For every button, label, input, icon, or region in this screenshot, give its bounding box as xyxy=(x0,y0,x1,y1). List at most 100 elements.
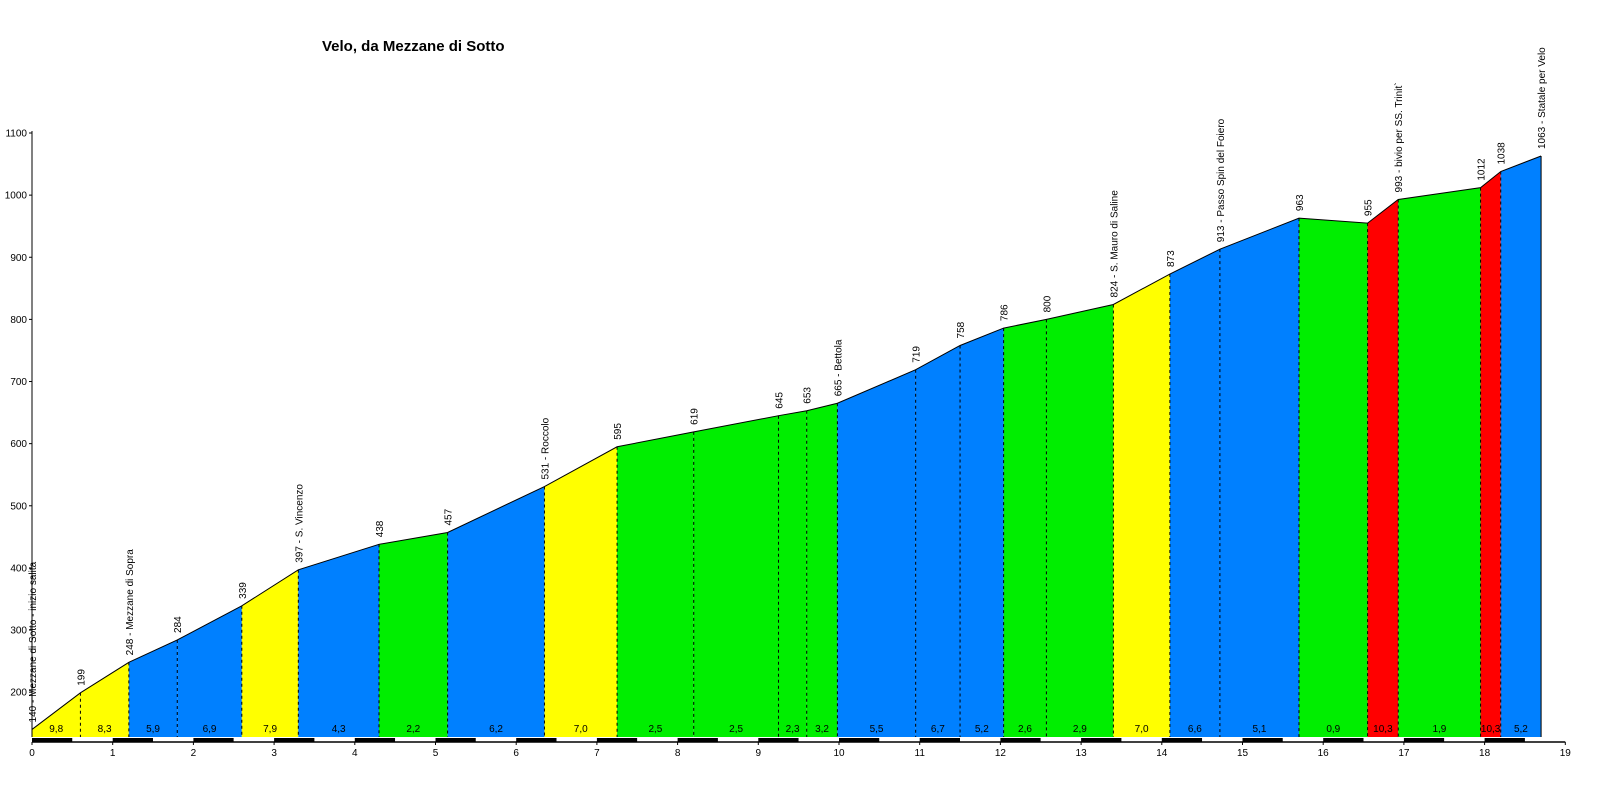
x-tick-label: 17 xyxy=(1398,748,1410,759)
y-tick-label: 700 xyxy=(10,377,27,388)
km-scale-black xyxy=(32,738,73,742)
altitude-label: 619 xyxy=(690,408,701,425)
grade-label: 2,9 xyxy=(1073,724,1087,735)
km-scale-white xyxy=(879,738,920,742)
km-scale-white xyxy=(1121,738,1162,742)
grade-segment xyxy=(1219,218,1299,737)
altitude-label: 595 xyxy=(613,423,624,440)
km-scale-black xyxy=(677,738,718,742)
grade-label: 7,9 xyxy=(263,724,277,735)
y-tick-label: 800 xyxy=(10,315,27,326)
km-scale-white xyxy=(960,738,1001,742)
altitude-label: 140 - Mezzane di Sotto - inizio salita xyxy=(28,561,39,722)
x-tick-label: 12 xyxy=(995,748,1007,759)
altitude-label: 531 - Roccolo xyxy=(540,417,551,479)
grade-label: 2,6 xyxy=(1018,724,1032,735)
x-tick-label: 6 xyxy=(513,748,519,759)
y-tick-label: 200 xyxy=(10,688,27,699)
grade-segment xyxy=(960,328,1004,737)
y-tick-label: 1000 xyxy=(5,191,28,202)
altitude-label: 339 xyxy=(238,582,249,599)
km-scale-black xyxy=(1081,738,1122,742)
grade-label: 5,1 xyxy=(1252,724,1266,735)
altitude-label: 457 xyxy=(444,508,455,525)
grade-label: 2,3 xyxy=(786,724,800,735)
grade-segment xyxy=(1298,218,1368,737)
profile-line xyxy=(31,155,1542,730)
grade-segment xyxy=(915,345,961,737)
altitude-label: 645 xyxy=(774,392,785,409)
altitude-label: 719 xyxy=(912,346,923,363)
grade-label: 0,9 xyxy=(1326,724,1340,735)
altitude-label: 963 xyxy=(1295,194,1306,211)
grade-label: 1,9 xyxy=(1432,724,1446,735)
altitude-label: 758 xyxy=(956,321,967,338)
x-tick-label: 10 xyxy=(833,748,845,759)
x-tick-label: 13 xyxy=(1076,748,1088,759)
km-scale-white xyxy=(1202,738,1243,742)
grade-segment xyxy=(1367,199,1399,737)
x-tick-label: 9 xyxy=(756,748,762,759)
grade-label: 5,2 xyxy=(975,724,989,735)
km-scale-white xyxy=(1524,738,1566,742)
altitude-label: 873 xyxy=(1166,250,1177,267)
grade-label: 9,8 xyxy=(49,724,63,735)
km-scale-black xyxy=(919,738,961,742)
grade-label: 5,2 xyxy=(1514,724,1528,735)
y-tick-label: 600 xyxy=(10,439,27,450)
grade-label: 5,5 xyxy=(870,724,884,735)
km-scale-white xyxy=(1444,738,1485,742)
altitude-label: 913 - Passo Spin del Foiero xyxy=(1216,118,1227,242)
altitude-label: 1063 - Statale per Velo xyxy=(1537,47,1548,149)
chart-title: Velo, da Mezzane di Sotto xyxy=(322,38,505,55)
x-tick-label: 15 xyxy=(1237,748,1249,759)
x-tick-label: 1 xyxy=(110,748,116,759)
grade-segment xyxy=(177,605,242,737)
altitude-label: 800 xyxy=(1042,295,1053,312)
x-tick-label: 14 xyxy=(1156,748,1168,759)
km-scale-white xyxy=(556,738,597,742)
altitude-label: 1038 xyxy=(1497,142,1508,165)
grade-label: 3,2 xyxy=(815,724,829,735)
km-scale-black xyxy=(1000,738,1041,742)
km-scale-black xyxy=(1484,738,1525,742)
grade-segment xyxy=(1500,155,1542,737)
grade-label: 7,0 xyxy=(1135,724,1149,735)
grade-segment xyxy=(693,415,779,737)
y-tick-label: 300 xyxy=(10,626,27,637)
grade-label: 7,0 xyxy=(574,724,588,735)
km-scale-white xyxy=(717,738,759,742)
x-tick-label: 3 xyxy=(271,748,277,759)
grade-segment xyxy=(1113,274,1170,737)
y-tick-label: 400 xyxy=(10,563,27,574)
x-tick-label: 7 xyxy=(594,748,600,759)
km-scale-black xyxy=(1323,738,1364,742)
y-tick-label: 500 xyxy=(10,501,27,512)
km-scale-white xyxy=(72,738,113,742)
x-tick-label: 5 xyxy=(433,748,439,759)
km-scale-black xyxy=(112,738,154,742)
altitude-label: 824 - S. Mauro di Saline xyxy=(1109,190,1120,298)
km-scale-white xyxy=(233,738,275,742)
grade-label: 6,2 xyxy=(489,724,503,735)
x-tick-label: 11 xyxy=(915,748,926,759)
altitude-label: 199 xyxy=(76,669,87,686)
km-scale-black xyxy=(435,738,476,742)
grade-segment xyxy=(128,639,178,737)
altitude-label: 438 xyxy=(375,520,386,537)
grade-segment xyxy=(298,544,380,737)
x-tick-label: 0 xyxy=(29,748,35,759)
altitude-label: 665 - Bettola xyxy=(833,339,844,396)
x-tick-label: 16 xyxy=(1318,748,1330,759)
altitude-label: 993 - bivio per SS. Trinit` xyxy=(1393,82,1405,192)
grade-segment xyxy=(837,369,916,737)
altitude-label: 653 xyxy=(803,387,814,404)
grade-segment xyxy=(1480,171,1501,737)
km-scale-white xyxy=(475,738,517,742)
grade-segment xyxy=(806,403,838,737)
km-scale-white xyxy=(153,738,194,742)
km-scale-white xyxy=(1363,738,1404,742)
grade-label: 10,3 xyxy=(1481,724,1501,735)
x-tick-label: 4 xyxy=(352,748,358,759)
grade-segment xyxy=(32,692,81,737)
